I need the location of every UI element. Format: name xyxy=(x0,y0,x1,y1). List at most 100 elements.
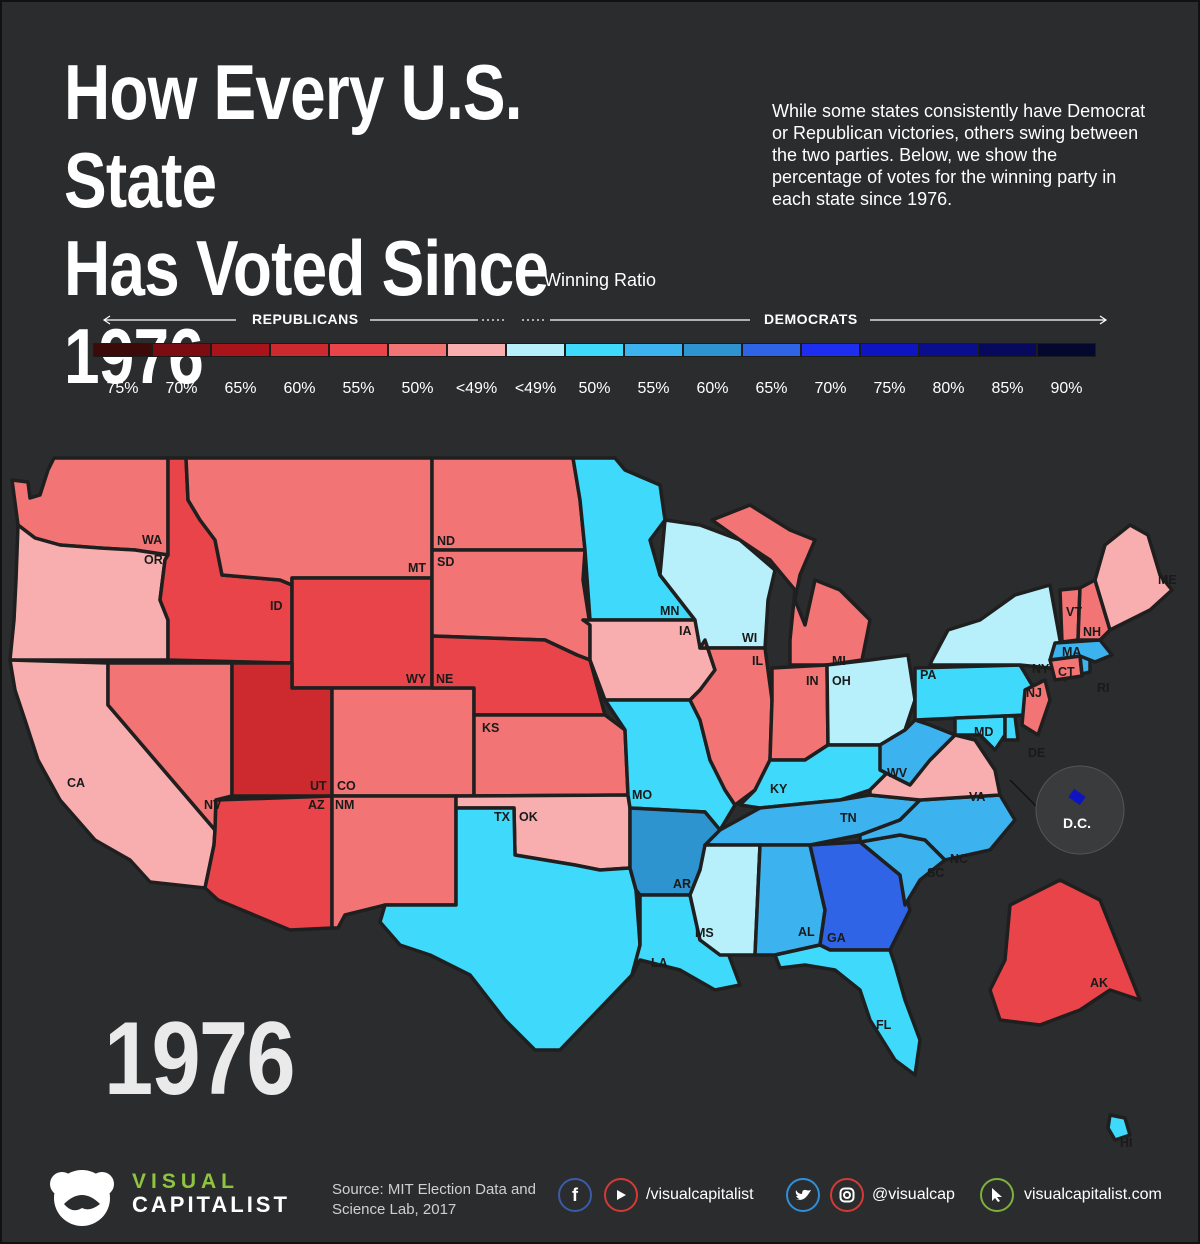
state-label-md: MD xyxy=(974,725,993,739)
state-az xyxy=(203,794,334,932)
cursor-icon[interactable] xyxy=(980,1178,1014,1212)
left-arrowhead-icon xyxy=(102,315,111,325)
social-handle-link[interactable]: @visualcap xyxy=(872,1186,955,1203)
legend-tick-label: 70% xyxy=(165,380,198,397)
state-label-ut: UT xyxy=(310,779,327,793)
state-label-ri: RI xyxy=(1097,681,1110,695)
state-label-ma: MA xyxy=(1062,645,1081,659)
us-map: WA OR CA ID NV MT WY UT AZ CO NM ND SD N… xyxy=(8,456,1177,1150)
state-mt xyxy=(184,456,434,587)
state-nh xyxy=(1076,578,1112,642)
state-label-va: VA xyxy=(969,790,985,804)
state-label-tx: TX xyxy=(494,810,511,824)
state-tx xyxy=(378,806,642,1052)
state-label-nv: NV xyxy=(204,798,222,812)
legend-tick-label: <49% xyxy=(514,380,557,397)
state-label-tn: TN xyxy=(840,811,857,825)
state-label-id: ID xyxy=(270,599,283,613)
logo-text-bottom: CAPITALIST xyxy=(132,1192,290,1217)
legend-tick-label: 65% xyxy=(755,380,788,397)
state-label-mt: MT xyxy=(408,561,426,575)
state-label-wv: WV xyxy=(887,766,908,780)
legend-swatch xyxy=(801,343,860,357)
legend-tick-label: 65% xyxy=(224,380,257,397)
state-label-al: AL xyxy=(798,925,815,939)
legend-arrows xyxy=(102,315,1108,325)
state-ia xyxy=(581,618,717,702)
legend-swatch xyxy=(388,343,447,357)
legend-tick-label: 60% xyxy=(283,380,316,397)
legend-swatch xyxy=(565,343,624,357)
state-de xyxy=(1003,714,1020,742)
legend-title: Winning Ratio xyxy=(543,270,657,290)
state-label-pa: PA xyxy=(920,668,936,682)
state-label-in: IN xyxy=(806,674,819,688)
state-label-la: LA xyxy=(651,956,668,970)
state-label-ia: IA xyxy=(679,624,692,638)
legend-tick-label: 50% xyxy=(401,380,434,397)
state-label-ca: CA xyxy=(67,776,85,790)
state-label-mn: MN xyxy=(660,604,679,618)
legend-democrats-label: DEMOCRATS xyxy=(764,311,858,327)
state-label-or: OR xyxy=(144,553,163,567)
state-label-nc: NC xyxy=(950,852,968,866)
state-label-il: IL xyxy=(752,654,763,668)
state-label-ak: AK xyxy=(1090,976,1108,990)
legend-tick-label: <49% xyxy=(455,380,498,397)
state-label-ga: GA xyxy=(827,931,846,945)
state-in xyxy=(768,663,830,762)
state-label-vt: VT xyxy=(1066,605,1082,619)
legend-tick-label: 55% xyxy=(637,380,670,397)
state-wi xyxy=(658,518,777,650)
legend-swatch xyxy=(624,343,683,357)
legend-swatch xyxy=(1037,343,1096,357)
state-label-ky: KY xyxy=(770,782,788,796)
logo-text-top: VISUAL xyxy=(132,1170,240,1193)
state-ak xyxy=(988,878,1142,1027)
website-link[interactable]: visualcapitalist.com xyxy=(1024,1186,1162,1203)
legend-swatch xyxy=(683,343,742,357)
legend-tick-label: 80% xyxy=(932,380,965,397)
title-line-1: How Every U.S. State xyxy=(64,48,523,224)
state-label-ne: NE xyxy=(436,672,453,686)
dc-label: D.C. xyxy=(1063,815,1091,831)
state-label-fl: FL xyxy=(876,1018,892,1032)
state-mn xyxy=(571,456,697,622)
year-label: 1976 xyxy=(104,1001,296,1117)
youtube-handle-link[interactable]: /visualcapitalist xyxy=(646,1186,754,1203)
legend-tick-label: 55% xyxy=(342,380,375,397)
legend-tick-label: 75% xyxy=(106,380,139,397)
legend-tick-labels: 75% 70% 65% 60% 55% 50% <49% <49% 50% 55% 60% 65% 70… xyxy=(93,380,1096,398)
state-label-ar: AR xyxy=(673,877,691,891)
state-label-ks: KS xyxy=(482,721,499,735)
legend-tick-label: 90% xyxy=(1050,380,1083,397)
legend-tick-label: 60% xyxy=(696,380,729,397)
state-me xyxy=(1093,523,1174,632)
state-label-nh: NH xyxy=(1083,625,1101,639)
state-label-ms: MS xyxy=(695,926,714,940)
state-dc xyxy=(1068,788,1086,806)
state-label-ny: NY xyxy=(1032,662,1050,676)
state-fl xyxy=(773,943,922,1077)
legend-tick-label: 85% xyxy=(991,380,1024,397)
state-label-wi: WI xyxy=(742,631,757,645)
legend-swatch xyxy=(447,343,506,357)
legend-swatch xyxy=(329,343,388,357)
legend-swatch xyxy=(919,343,978,357)
intro-text: While some states consistently have Demo… xyxy=(772,101,1146,209)
legend-republicans-label: REPUBLICANS xyxy=(252,311,359,327)
instagram-icon[interactable] xyxy=(830,1178,864,1212)
legend-swatch xyxy=(860,343,919,357)
facebook-icon[interactable]: f xyxy=(558,1178,592,1212)
legend-swatch xyxy=(93,343,152,357)
state-ny xyxy=(928,583,1067,682)
twitter-icon[interactable] xyxy=(786,1178,820,1212)
legend-swatch xyxy=(742,343,801,357)
youtube-icon[interactable] xyxy=(604,1178,638,1212)
state-nj xyxy=(1020,678,1052,737)
legend-tick-label: 50% xyxy=(578,380,611,397)
state-label-wa: WA xyxy=(142,533,162,547)
visual-capitalist-logo-icon xyxy=(50,1170,114,1226)
state-label-me: ME xyxy=(1158,573,1177,587)
